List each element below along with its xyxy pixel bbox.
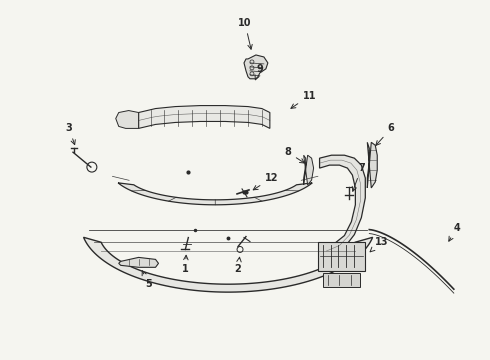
Text: 5: 5 bbox=[142, 271, 152, 289]
Polygon shape bbox=[116, 111, 139, 129]
Text: 9: 9 bbox=[255, 64, 263, 80]
Text: 8: 8 bbox=[284, 147, 304, 163]
Text: 2: 2 bbox=[235, 257, 242, 274]
Polygon shape bbox=[244, 55, 268, 79]
Text: 3: 3 bbox=[66, 123, 75, 145]
Text: 7: 7 bbox=[352, 163, 365, 191]
Polygon shape bbox=[83, 237, 373, 292]
Text: 6: 6 bbox=[376, 123, 394, 145]
Text: 12: 12 bbox=[253, 173, 279, 190]
Polygon shape bbox=[139, 105, 270, 129]
Text: 1: 1 bbox=[182, 255, 189, 274]
Text: 11: 11 bbox=[291, 91, 317, 108]
Polygon shape bbox=[119, 257, 158, 267]
Polygon shape bbox=[368, 142, 377, 188]
Polygon shape bbox=[319, 155, 366, 257]
Text: 4: 4 bbox=[449, 222, 460, 241]
Polygon shape bbox=[304, 155, 314, 185]
Text: 13: 13 bbox=[370, 237, 388, 252]
Polygon shape bbox=[118, 183, 312, 205]
Bar bbox=[322, 273, 360, 287]
Bar bbox=[318, 242, 366, 271]
Text: 10: 10 bbox=[238, 18, 252, 49]
